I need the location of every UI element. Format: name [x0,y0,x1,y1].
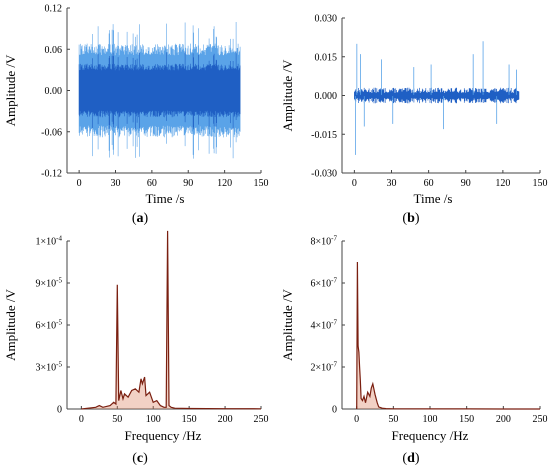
y-tick-label: 6×10-7 [311,277,338,290]
series-time-signal [354,41,519,155]
panel-label: (c) [132,451,148,466]
spectrum-line [81,231,261,409]
y-tick-label: 9×10-5 [36,277,63,290]
y-tick-label: 1×10-4 [36,235,63,248]
x-tick-label: 30 [111,178,121,189]
y-tick-label: -0.030 [311,169,337,180]
x-tick-label: 250 [254,414,269,425]
x-tick-label: 100 [146,414,161,425]
x-tick-label: 50 [112,414,122,425]
y-tick-label: -0.015 [311,130,337,141]
x-tick-label: 120 [217,178,232,189]
y-tick-label: 0 [57,405,62,416]
x-axis-title: Time /s [146,191,185,206]
x-tick-label: 100 [423,414,438,425]
y-tick-label: 0.015 [315,52,338,63]
y-tick-label: 0 [332,405,337,416]
spectrum-line [357,262,540,409]
spectrum-area [81,231,261,409]
x-tick-label: 50 [388,414,398,425]
panel-c: 0 50 100 150 200 250 0 3×10-5 6×10-5 9×10-5 1×10-4… [3,231,269,466]
x-tick-label: 200 [218,414,233,425]
y-tick-label: 2×10-7 [311,361,338,374]
x-tick-label: 200 [496,414,511,425]
x-tick-label: 0 [77,178,82,189]
y-tick-label: -0.12 [41,169,62,180]
y-axis-title: Amplitude /V [3,288,18,360]
x-tick-label: 60 [424,178,434,189]
x-tick-label: 0 [352,178,357,189]
y-axis-title: Amplitude /V [280,288,295,360]
x-tick-label: 90 [183,178,193,189]
x-tick-label: 30 [387,178,397,189]
x-tick-label: 120 [495,178,510,189]
y-axis-title: Amplitude /V [280,59,295,131]
y-tick-label: 0.06 [45,45,63,56]
panel-label: (a) [132,211,149,226]
panel-label: (b) [402,211,419,226]
x-axis-title: Time /s [414,191,453,206]
y-tick-label: -0.06 [41,127,62,138]
y-tick-label: 0.030 [315,14,338,25]
x-tick-label: 150 [459,414,474,425]
x-tick-label: 0 [354,414,359,425]
y-tick-label: 4×10-7 [311,319,338,332]
x-tick-label: 150 [533,178,548,189]
x-axis-title: Frequency /Hz [125,428,202,443]
y-tick-label: 0.000 [315,91,338,102]
x-tick-label: 0 [79,414,84,425]
y-axis-title: Amplitude /V [3,54,18,126]
x-tick-label: 250 [533,414,548,425]
x-tick-label: 90 [461,178,471,189]
panel-d: 0 50 100 150 200 250 0 2×10-7 4×10-7 6×10-7 8×10-7… [280,235,548,467]
x-axis-title: Frequency /Hz [392,428,469,443]
panel-a: 0 30 60 90 120 150 -0.12 -0.06 0.00 0.06 0.12 Time … [3,4,269,227]
panel-b: 0 30 60 90 120 150 -0.030 -0.015 0.000 0.015 0.030… [280,14,548,227]
x-tick-label: 60 [147,178,157,189]
series-time-signal [79,22,240,159]
y-tick-label: 0.00 [45,86,63,97]
panel-label: (d) [402,451,419,466]
y-tick-label: 6×10-5 [36,319,63,332]
y-tick-label: 3×10-5 [36,361,63,374]
spectrum-area [357,262,540,409]
y-tick-label: 0.12 [45,4,63,15]
x-tick-label: 150 [182,414,197,425]
x-tick-label: 150 [254,178,269,189]
y-tick-label: 8×10-7 [311,235,338,248]
